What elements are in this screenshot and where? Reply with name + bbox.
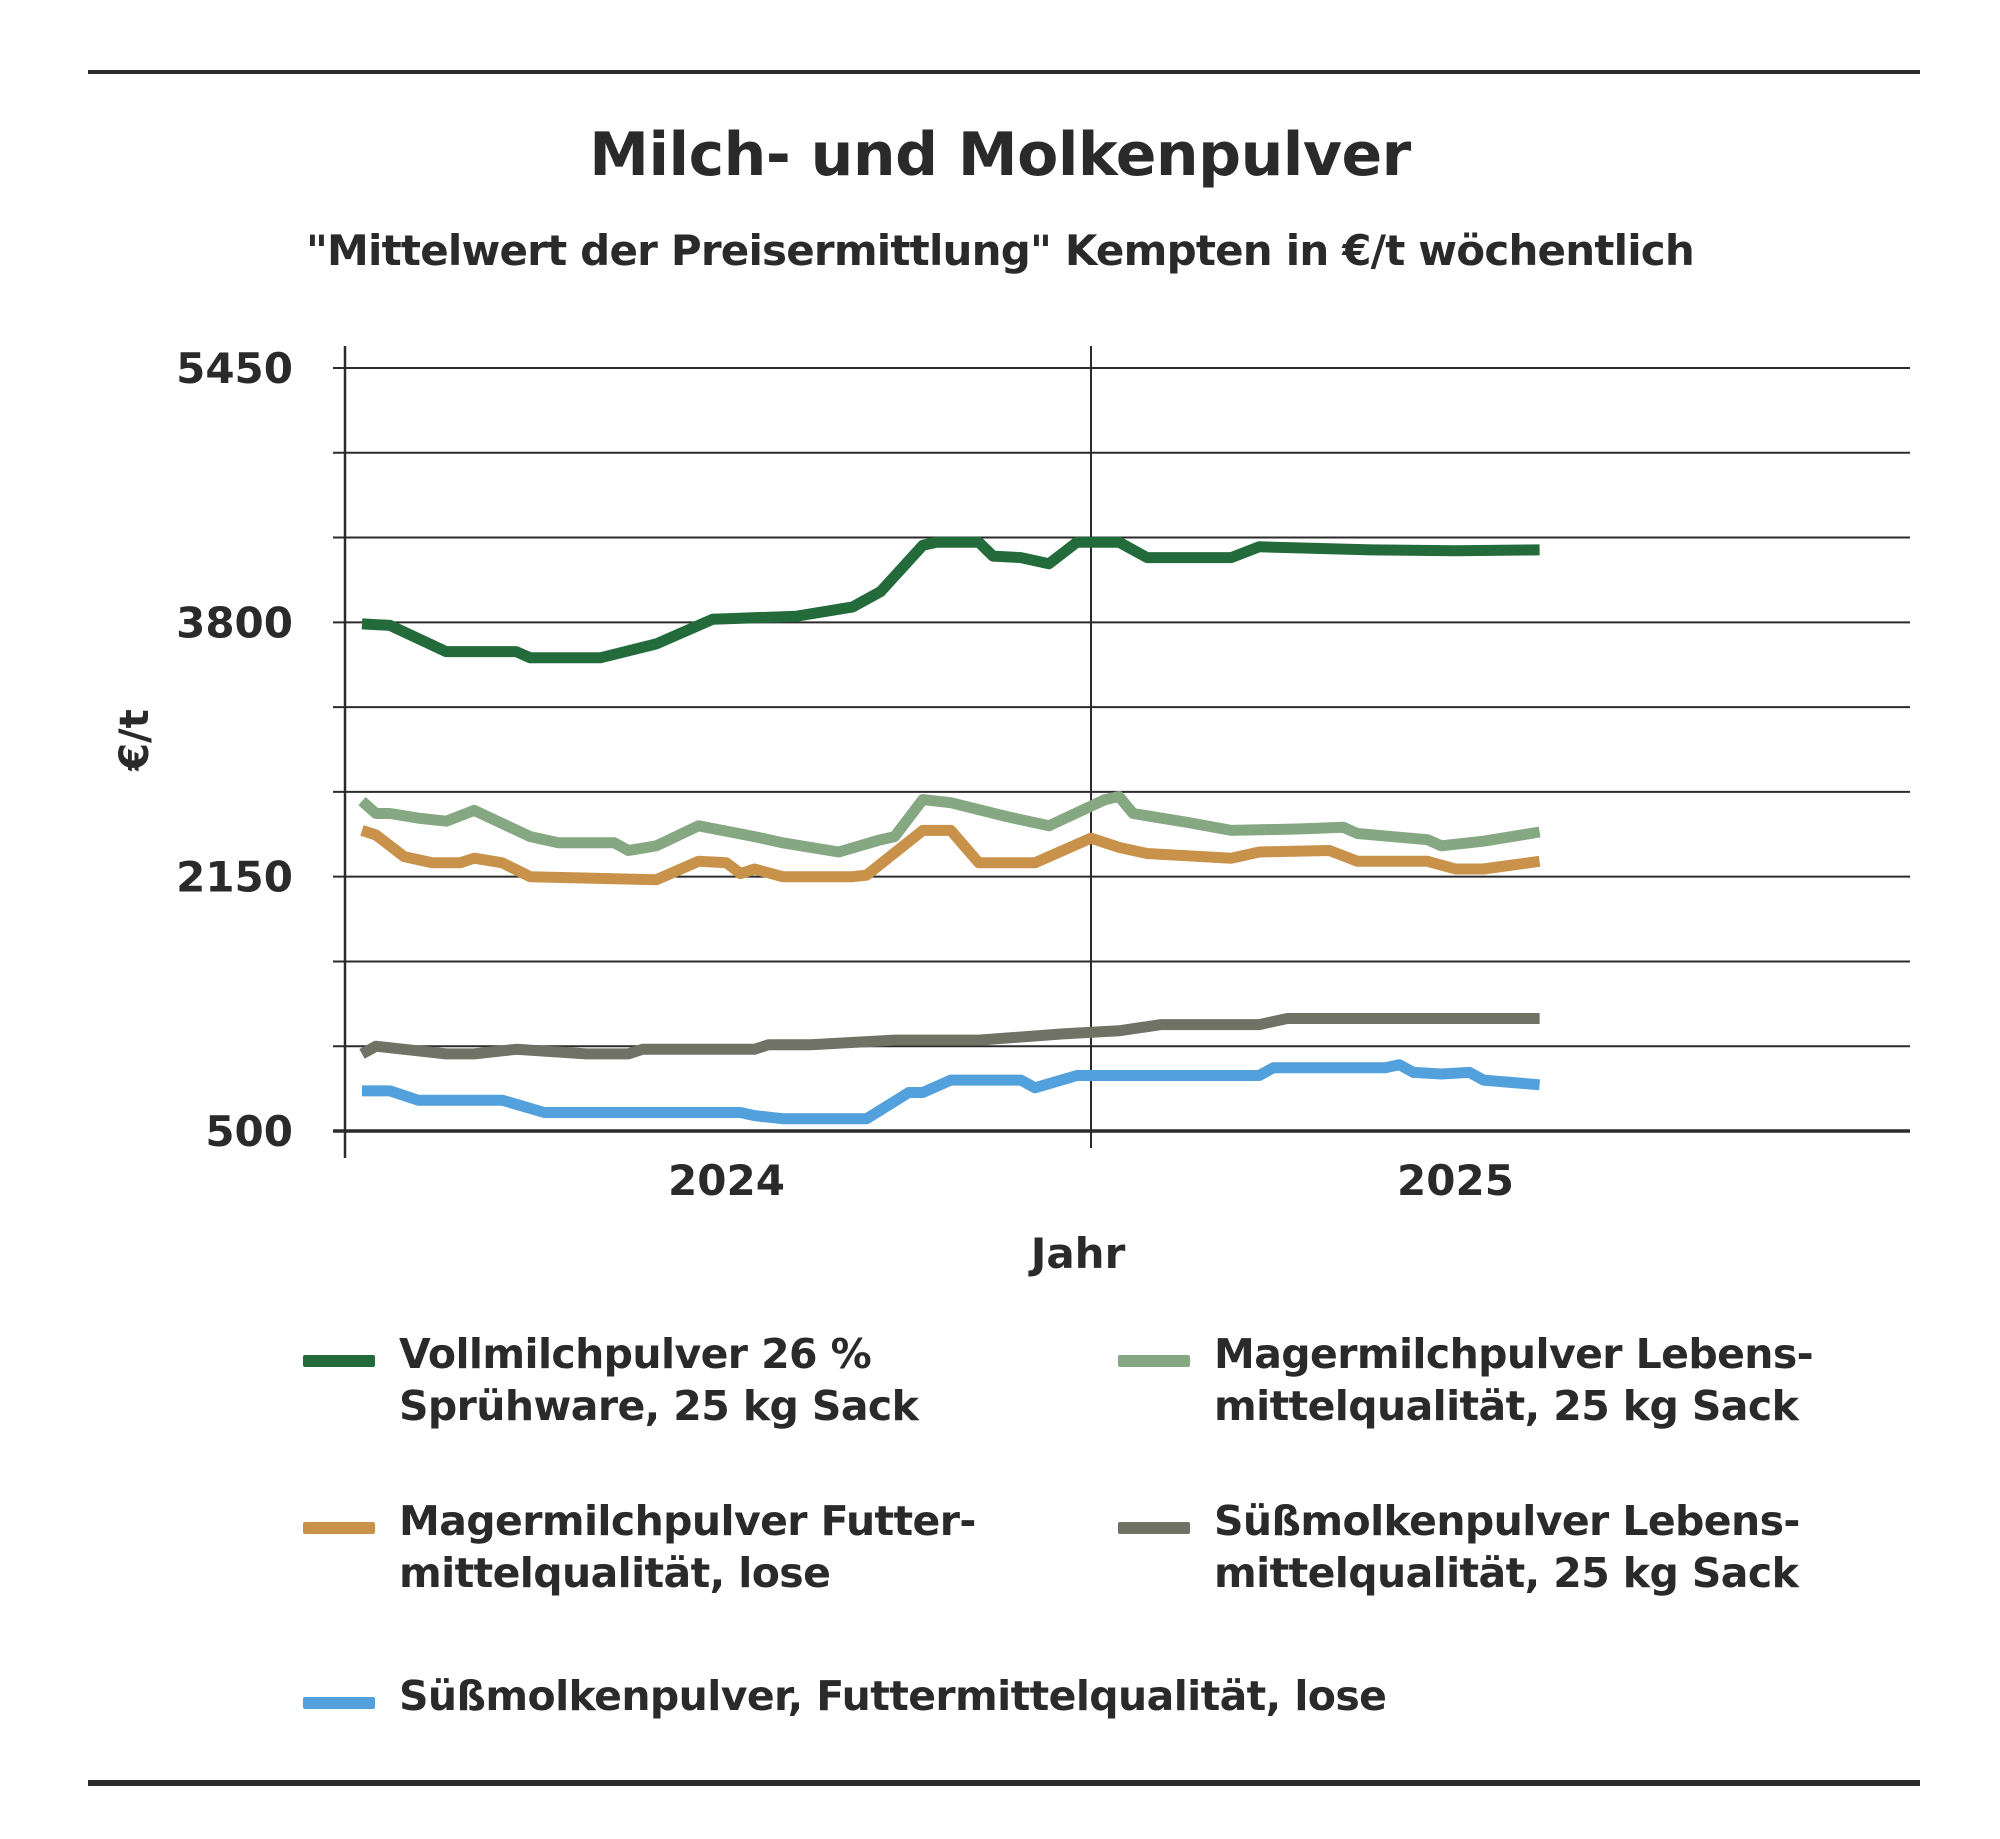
legend-item: Süßmolkenpulver Lebens- mittelqualität, … — [1118, 1495, 1800, 1599]
legend-label: Magermilchpulver Lebens- mittelqualität,… — [1214, 1330, 1814, 1430]
series-line-1 — [361, 536, 1540, 664]
series-line-4 — [359, 1013, 1540, 1060]
legend-swatch — [303, 1522, 375, 1534]
x-tick-label: 2025 — [1397, 1156, 1514, 1205]
legend-item: Magermilchpulver Futter- mittelqualität,… — [303, 1495, 976, 1599]
y-tick-label: 3800 — [176, 598, 293, 647]
chart-subtitle: "Mittelwert der Preisermittlung" Kempten… — [305, 226, 1695, 275]
legend-label: Vollmilchpulver 26 % Sprühware, 25 kg Sa… — [399, 1330, 919, 1430]
x-tick-label: 2024 — [668, 1156, 785, 1205]
chart-title: Milch- und Molkenpulver — [589, 120, 1411, 190]
legend-item: Vollmilchpulver 26 % Sprühware, 25 kg Sa… — [303, 1328, 919, 1432]
series-line-3 — [360, 824, 1541, 886]
x-axis-label: Jahr — [1028, 1229, 1126, 1278]
bottom-rule — [88, 1780, 1920, 1786]
y-tick-label: 5450 — [176, 344, 293, 393]
series-line-2 — [358, 791, 1541, 858]
legend-label: Magermilchpulver Futter- mittelqualität,… — [399, 1497, 976, 1597]
top-rule — [88, 70, 1920, 74]
y-tick-label: 2150 — [176, 853, 293, 902]
legend-swatch — [303, 1697, 375, 1709]
series-line-5 — [362, 1059, 1541, 1125]
legend-label: Süßmolkenpulver Lebens- mittelqualität, … — [1214, 1497, 1800, 1597]
legend-label: Süßmolkenpulver, Futtermittelqualität, l… — [399, 1672, 1387, 1720]
legend-swatch — [1118, 1522, 1190, 1534]
legend-swatch — [303, 1355, 375, 1367]
line-chart: 5450 3800 2150 500 2024 2025 Jahr €/t — [112, 344, 1910, 1278]
y-axis-label: €/t — [112, 709, 158, 772]
y-tick-label: 500 — [205, 1107, 293, 1156]
legend-item: Magermilchpulver Lebens- mittelqualität,… — [1118, 1328, 1814, 1432]
legend-item: Süßmolkenpulver, Futtermittelqualität, l… — [303, 1670, 1387, 1722]
legend-swatch — [1118, 1355, 1190, 1367]
